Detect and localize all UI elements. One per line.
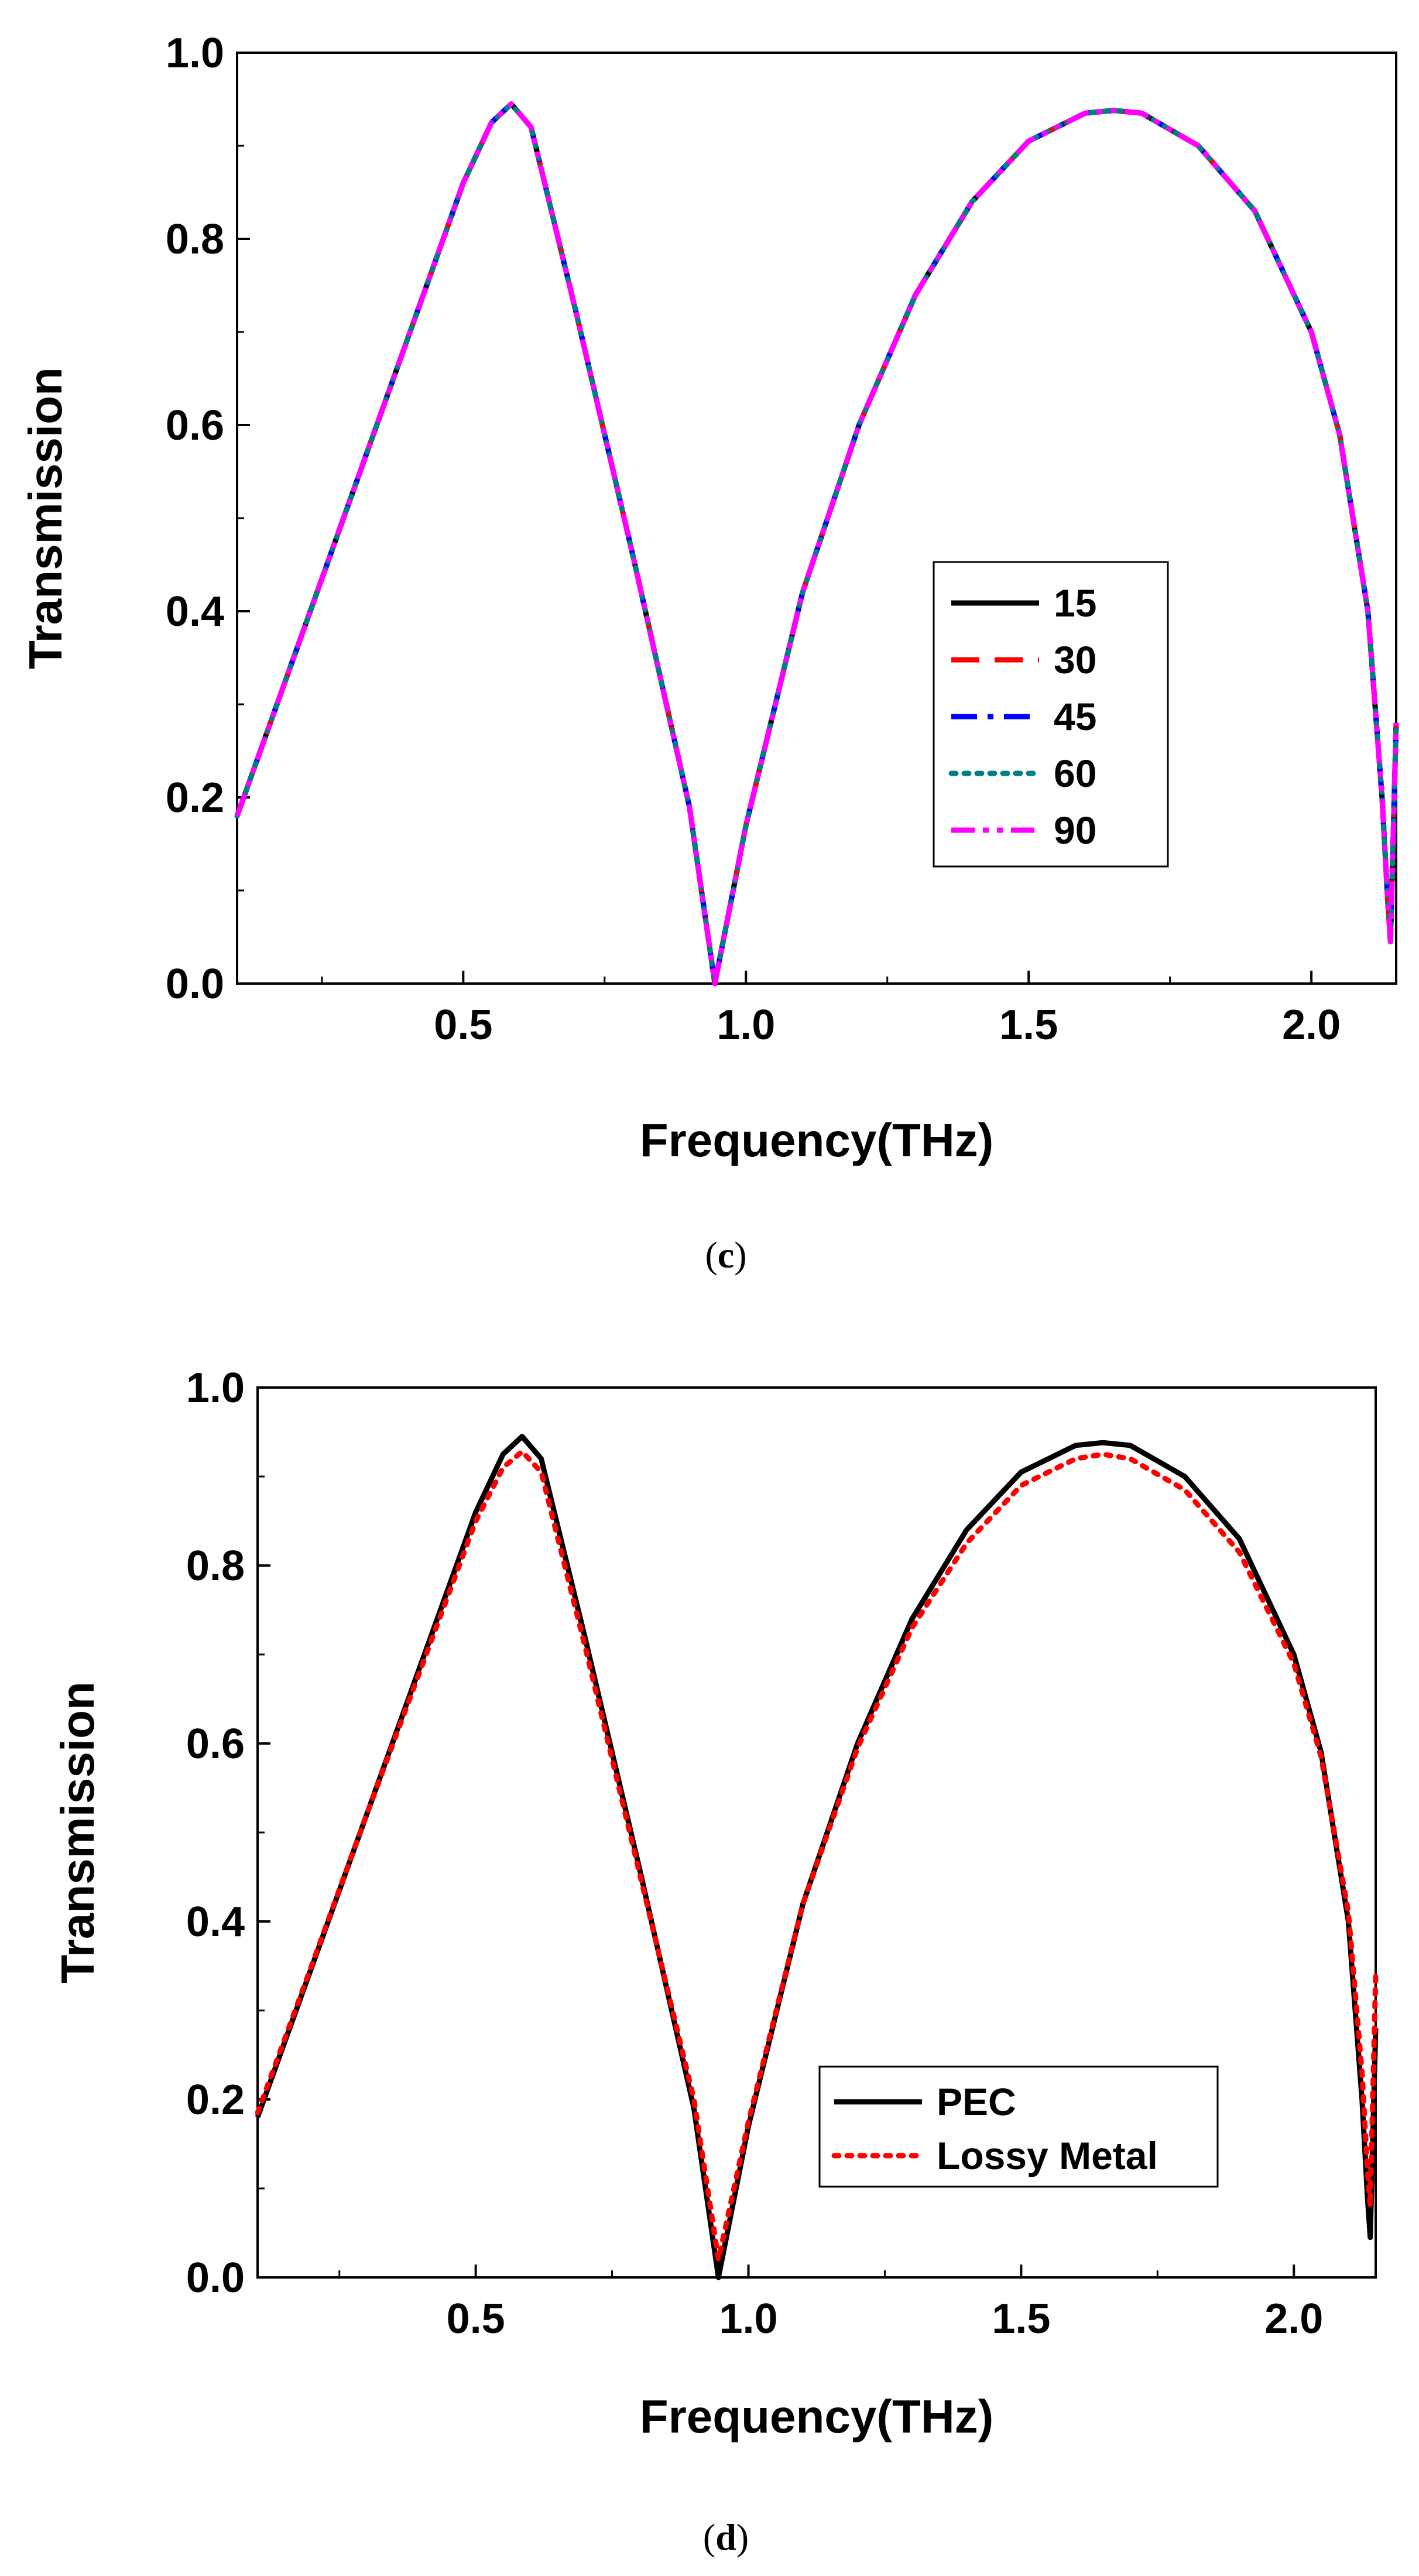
x-tick-label: 2.0 [1282,1002,1341,1049]
x-tick-label: 1.0 [717,1002,775,1049]
panel-c-caption-open: ( [705,1234,717,1276]
legend-label: 30 [1054,638,1096,681]
panel-d-caption: (d) [703,2516,749,2558]
x-tick-label: 0.5 [434,1002,492,1049]
series-line-90 [234,101,1399,986]
panel-c-caption-close: ) [734,1234,746,1276]
y-tick-label: 0.4 [166,588,224,635]
panel-c-plot-frame [236,52,1397,985]
y-tick-label: 0.0 [166,961,224,1008]
panel-d-x-axis-label: Frequency(THz) [640,2390,994,2443]
x-tick-label: 1.0 [719,2296,777,2342]
x-tick-label: 0.5 [447,2296,505,2342]
y-tick-label: 0.6 [186,1721,245,1767]
y-tick-label: 1.0 [166,30,224,77]
legend-label: 45 [1054,695,1096,738]
panel-d-chart: 0.5 1.0 1.5 2.0 0.0 0.2 0.4 0.6 0.8 1.0 Frequency… [52,1365,1379,2443]
x-tick-label: 1.5 [992,2296,1050,2342]
x-tick-label: 2.0 [1264,2296,1323,2342]
x-tick-label: 1.5 [999,1002,1058,1049]
legend-label: 15 [1054,581,1096,625]
panel-d-legend: PEC Lossy Metal [818,2065,1219,2188]
y-tick-label: 1.0 [186,1365,245,1412]
panel-c-legend: 15 30 45 60 90 [933,561,1169,868]
panel-d-legend-box [818,2065,1219,2188]
y-tick-label: 0.2 [166,775,224,821]
panel-d-caption-open: ( [703,2516,715,2558]
series-line-lossy-metal [255,1448,1379,2263]
legend-label: Lossy Metal [937,2134,1158,2177]
y-tick-label: 0.2 [186,2077,245,2123]
y-tick-label: 0.6 [166,402,224,449]
legend-label: 60 [1054,752,1096,795]
y-tick-label: 0.0 [186,2255,245,2301]
legend-label: 90 [1054,809,1096,852]
panel-c-chart: 0.5 1.0 1.5 2.0 0.0 0.2 0.4 0.6 0.8 1.0 Frequency… [19,30,1399,1166]
y-tick-label: 0.4 [186,1899,245,1945]
y-tick-label: 0.8 [166,216,224,263]
panel-c-x-axis-label: Frequency(THz) [640,1114,994,1166]
legend-label: PEC [937,2080,1016,2123]
panel-d-y-axis-label: Transmission [52,1681,104,1984]
panel-d-caption-close: ) [736,2516,749,2558]
panel-d-caption-letter: d [715,2516,736,2558]
panel-c-caption: (c) [705,1234,746,1276]
panel-c-caption-letter: c [718,1234,734,1276]
panel-c-y-axis-label: Transmission [19,367,71,669]
y-tick-label: 0.8 [186,1543,245,1590]
